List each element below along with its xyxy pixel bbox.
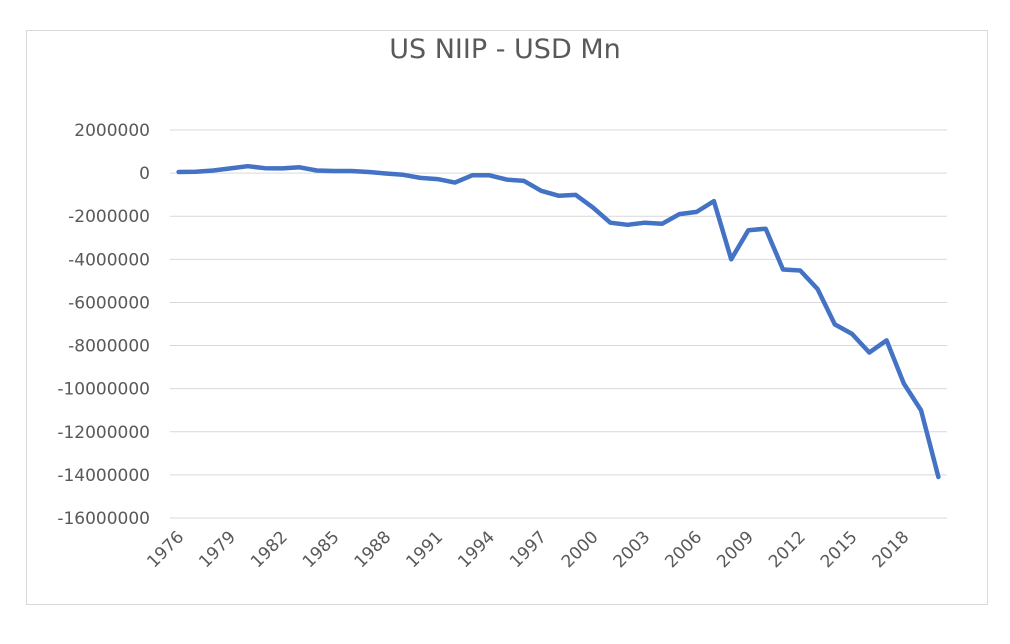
x-tick-label: 2000 [558,527,603,572]
x-tick-label: 2018 [869,527,914,572]
x-tick-label: 2003 [610,527,655,572]
x-tick-label: 1976 [143,527,188,572]
y-tick-label: -12000000 [57,423,150,443]
x-tick-label: 1991 [402,527,447,572]
chart-frame [26,30,988,605]
chart-title: US NIIP - USD Mn [389,34,621,65]
x-tick-label: 2015 [817,527,862,572]
series-line [176,163,941,480]
x-tick-label: 2006 [661,527,706,572]
x-tick-label: 2009 [713,527,758,572]
y-tick-label: -16000000 [57,509,150,529]
y-tick-label: -10000000 [57,380,150,400]
y-tick-label: 0 [139,164,150,184]
y-tick-label: -6000000 [68,293,150,313]
x-tick-label: 1985 [299,527,344,572]
x-tick-label: 1982 [247,527,292,572]
y-tick-label: -14000000 [57,466,150,486]
y-tick-label: -2000000 [68,207,150,227]
x-tick-label: 2012 [765,527,810,572]
x-tick-label: 1988 [351,527,396,572]
x-tick-label: 1979 [195,527,240,572]
y-tick-label: -4000000 [68,250,150,270]
x-tick-label: 1997 [506,527,551,572]
y-tick-label: 2000000 [74,121,150,141]
y-tick-label: -8000000 [68,337,150,357]
x-tick-label: 1994 [454,527,499,572]
